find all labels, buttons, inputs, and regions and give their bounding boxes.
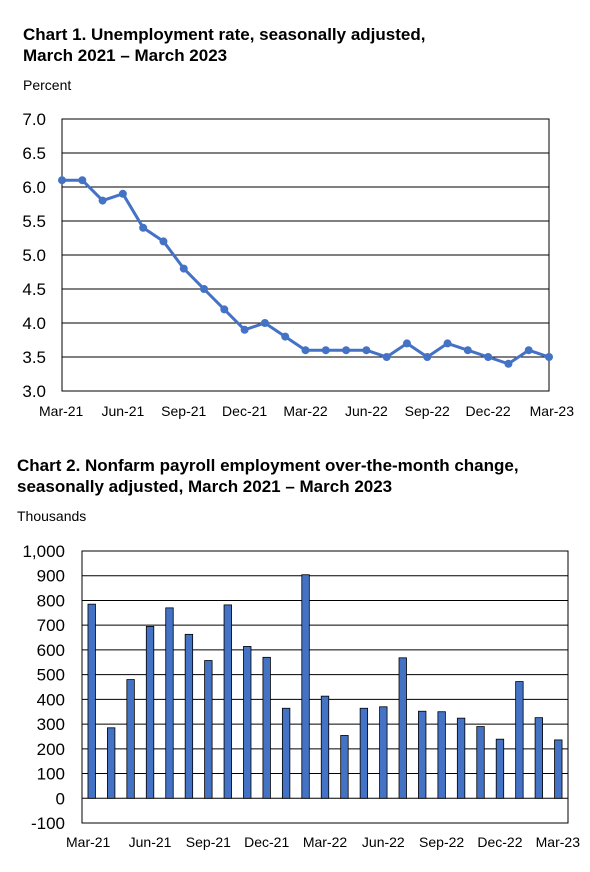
chart2-bar	[340, 735, 349, 799]
chart2-y-tick-label: 400	[37, 690, 65, 709]
chart1-y-tick-label: 4.5	[22, 280, 46, 299]
chart1-x-tick-label: Mar-23	[530, 403, 575, 419]
chart2-y-tick-label: 1,000	[22, 542, 65, 561]
chart2-plot-frame	[81, 550, 569, 824]
chart1-x-tick-label: Dec-22	[466, 403, 511, 419]
chart1-data-point	[118, 189, 127, 198]
chart1-x-tick-label: Dec-21	[222, 403, 267, 419]
chart1-data-point	[504, 359, 513, 368]
chart2-y-tick-label: 100	[37, 765, 65, 784]
chart2-bar	[204, 660, 213, 799]
chart2-y-tick-label: 900	[37, 567, 65, 586]
chart1-data-point	[139, 223, 148, 232]
chart2-bar	[281, 707, 291, 799]
chart2-x-tick-label: Jun-22	[362, 834, 405, 850]
chart1-data-point	[382, 353, 391, 361]
chart1-data-point	[159, 237, 168, 246]
chart2-bar	[476, 726, 485, 799]
chart2-bar	[126, 679, 135, 799]
chart1-title: Chart 1. Unemployment rate, seasonally a…	[23, 25, 426, 65]
chart1-data-point	[484, 353, 493, 361]
chart2-y-tick-label: -100	[31, 814, 65, 833]
chart1-y-tick-label: 6.5	[22, 144, 46, 163]
chart2-bar	[243, 646, 252, 799]
chart2-y-tick-label: 200	[37, 740, 65, 759]
chart1-data-point	[443, 339, 452, 348]
chart1-data-point	[98, 196, 107, 205]
chart1-data-point	[423, 353, 432, 361]
chart2-y-tick-label: 500	[37, 666, 65, 685]
chart2-y-tick-label: 600	[37, 641, 65, 660]
chart2-bar	[184, 633, 194, 799]
chart2-bar	[165, 607, 174, 799]
chart1-y-tick-label: 5.5	[22, 212, 46, 231]
chart2-bar	[301, 574, 310, 799]
chart2-bar	[418, 710, 427, 799]
chart2-bar	[262, 656, 271, 799]
chart2-x-tick-label: Sep-21	[186, 834, 231, 850]
chart1-data-point	[301, 346, 310, 355]
chart1-y-tick-label: 6.0	[22, 178, 46, 197]
chart1-y-tick-label: 3.0	[22, 382, 46, 401]
chart2-bar	[359, 707, 369, 799]
chart1-data-point	[200, 285, 209, 293]
chart2-x-tick-label: Mar-21	[66, 834, 111, 850]
chart2-title: Chart 2. Nonfarm payroll employment over…	[17, 456, 519, 496]
chart2-bar	[456, 717, 466, 799]
chart1-data-point	[281, 332, 290, 341]
chart1-data-point	[58, 176, 66, 185]
chart1-x-tick-label: Mar-22	[283, 403, 328, 419]
chart1-plot-frame	[61, 118, 550, 392]
chart2-y-unit: Thousands	[17, 508, 87, 524]
chart1-x-tick-label: Sep-21	[161, 403, 206, 419]
chart2-bar	[437, 711, 446, 799]
chart2-bar	[534, 717, 543, 799]
chart1-x-tick-label: Sep-22	[405, 403, 450, 419]
chart2-x-tick-label: Dec-22	[477, 834, 522, 850]
chart1-data-point	[402, 339, 411, 348]
chart1-series-line	[62, 178, 550, 366]
chart2-bar	[223, 604, 232, 799]
chart2-x-tick-label: Mar-23	[536, 834, 581, 850]
chart2-y-tick-label: 800	[37, 591, 65, 610]
chart2-y-tick-label: 0	[56, 789, 65, 808]
chart1-x-tick-label: Jun-22	[345, 403, 388, 419]
chart2-bar	[107, 727, 116, 799]
chart2-x-tick-label: Dec-21	[244, 834, 289, 850]
chart1-y-tick-label: 3.5	[22, 348, 46, 367]
chart2-bar	[398, 657, 407, 799]
chart1-y-tick-label: 4.0	[22, 314, 46, 333]
chart1-data-point	[342, 346, 351, 355]
chart1-data-point	[78, 176, 87, 185]
chart2-bar	[379, 706, 388, 799]
chart1-data-point	[524, 346, 533, 355]
chart1-data-point	[362, 346, 371, 355]
chart1-data-point	[545, 353, 553, 361]
chart2-y-tick-label: 300	[37, 715, 65, 734]
chart2-x-tick-label: Sep-22	[419, 834, 464, 850]
chart1-data-point	[240, 325, 249, 334]
chart2-bar	[495, 738, 505, 799]
chart2-x-tick-label: Mar-22	[303, 834, 348, 850]
chart1-data-point	[260, 319, 269, 327]
chart1-data-point	[179, 264, 188, 273]
chart2-x-tick-label: Jun-21	[129, 834, 172, 850]
chart1-data-point	[321, 346, 330, 355]
chart1-data-point	[220, 305, 229, 314]
chart2-y-tick-label: 700	[37, 616, 65, 635]
chart1-y-tick-label: 5.0	[22, 246, 46, 265]
chart1-y-unit: Percent	[23, 77, 72, 93]
chart1-x-tick-label: Jun-21	[101, 403, 144, 419]
chart2-bar	[145, 626, 155, 799]
chart2-bar	[515, 681, 524, 799]
chart2-bar	[87, 603, 96, 799]
chart1-y-tick-label: 7.0	[22, 110, 46, 129]
chart2-bar	[320, 695, 330, 799]
chart2-bar	[554, 739, 563, 799]
chart1-x-tick-label: Mar-21	[39, 403, 84, 419]
chart1-data-point	[463, 346, 472, 355]
